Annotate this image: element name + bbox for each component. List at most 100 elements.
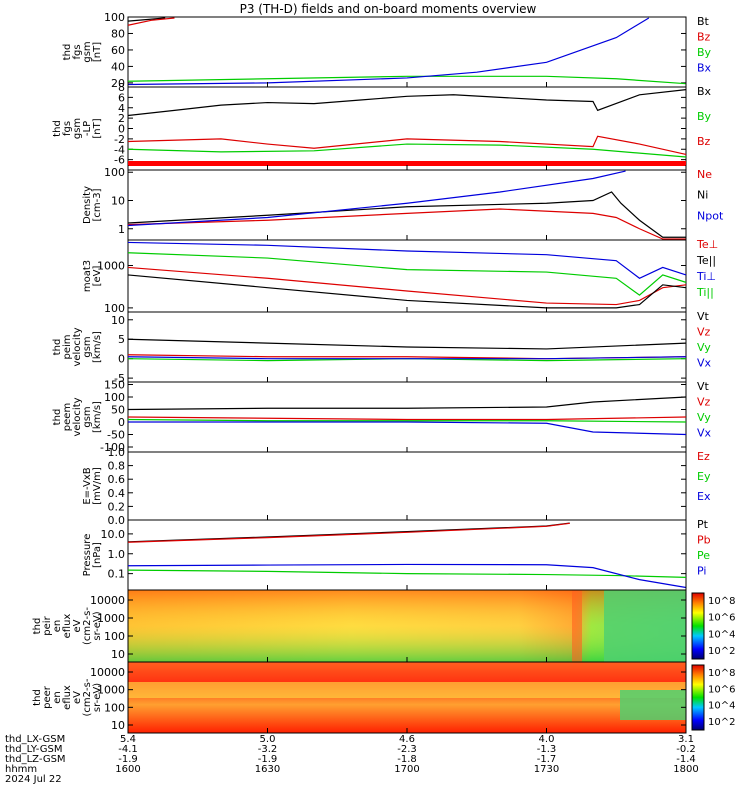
colorbar xyxy=(691,592,705,660)
x-tick-label: -1.9 xyxy=(258,754,278,765)
series-line-Te⊥ xyxy=(127,266,687,306)
y-axis-label: thd xyxy=(52,339,63,356)
series-line-Bt xyxy=(127,17,166,22)
legend-label: By xyxy=(697,110,712,123)
x-tick-label: -3.2 xyxy=(258,744,278,755)
y-axis-label: [nPa] xyxy=(92,542,103,568)
legend-label: Te|| xyxy=(696,254,716,267)
y-axis-label: en xyxy=(52,620,63,633)
series-line-Bz xyxy=(127,17,175,26)
panel-frame xyxy=(127,86,687,171)
y-tick-label: 100 xyxy=(104,166,125,179)
y-axis-label: (cm2-s- xyxy=(82,678,93,716)
legend-label: Vx xyxy=(697,427,712,440)
red-flag-bar xyxy=(128,161,686,166)
y-axis-label: peir xyxy=(42,615,53,635)
y-tick-label: 8 xyxy=(118,81,125,94)
legend-label: Bz xyxy=(697,135,711,148)
series-line-Vy xyxy=(127,418,687,423)
y-tick-label: 80 xyxy=(111,27,125,40)
panel-9: 10^8 10^6 10^4 10^2 10000 1000 100 10 thd peir en e… xyxy=(32,589,735,663)
series-line-Vx xyxy=(128,421,687,436)
legend-label: Npot xyxy=(697,209,724,222)
x-tick-label: 3.1 xyxy=(678,734,694,745)
x-tick-label: 1600 xyxy=(115,764,140,775)
colorbar-tick-label: 10^6 xyxy=(708,684,735,695)
y-axis-label: [nT] xyxy=(92,118,103,138)
legend-label: Vy xyxy=(697,411,711,424)
legend-label: Ey xyxy=(697,470,711,483)
y-tick-label: 0.6 xyxy=(108,473,126,486)
legend-label: Bt xyxy=(697,15,710,28)
y-axis-label: thd xyxy=(32,618,43,635)
y-axis-label: eflux xyxy=(62,685,73,710)
y-tick-label: 20 xyxy=(111,77,125,90)
y-tick-label: 100 xyxy=(104,302,125,315)
x-tick-label: -1.7 xyxy=(537,754,557,765)
panel-frame xyxy=(127,381,687,453)
series-line-Ne xyxy=(127,208,686,240)
y-axis-label: sr-eV) xyxy=(92,611,103,640)
x-tick-label: -1.4 xyxy=(676,754,696,765)
x-tick-label: 4.6 xyxy=(399,734,415,745)
x-tick-label: 5.0 xyxy=(260,734,276,745)
y-tick-label: 10 xyxy=(111,719,125,732)
y-axis-label: thd xyxy=(52,120,63,137)
y-tick-label: -100 xyxy=(100,441,125,454)
y-tick-label: 0 xyxy=(118,416,125,429)
y-axis-label: en xyxy=(52,691,63,704)
y-axis-label: [km/s] xyxy=(92,331,103,363)
x-tick-label: -0.2 xyxy=(676,744,696,755)
y-tick-label: 100 xyxy=(104,391,125,404)
y-tick-label: 100 xyxy=(104,11,125,24)
y-tick-label: 0.0 xyxy=(108,514,126,527)
y-axis-label: Pressure xyxy=(82,534,93,577)
series-line-Te|| xyxy=(127,274,687,309)
y-tick-label: 1.0 xyxy=(108,446,126,459)
y-axis-label: peer xyxy=(42,685,53,709)
y-tick-label: 100 xyxy=(104,701,125,714)
y-tick-label: 50 xyxy=(111,404,125,417)
legend-label: Vt xyxy=(697,380,710,393)
x-tick-label: 5.4 xyxy=(120,734,136,745)
y-axis-label: eV xyxy=(72,691,83,704)
y-tick-label: -50 xyxy=(107,429,125,442)
panel-frame xyxy=(127,519,687,591)
y-tick-label: 1.0 xyxy=(108,548,126,561)
y-tick-label: -4 xyxy=(114,143,125,156)
y-tick-label: 2 xyxy=(118,112,125,125)
y-tick-label: 1000 xyxy=(97,612,125,625)
colorbar-tick-label: 10^8 xyxy=(708,668,735,679)
y-axis-label: fgs xyxy=(62,121,73,136)
series-line-Bx xyxy=(127,17,650,86)
figure-title: P3 (TH-D) fields and on-board moments ov… xyxy=(240,2,537,16)
y-axis-label: [nT] xyxy=(92,42,103,62)
x-tick-label: -1.3 xyxy=(537,744,557,755)
y-axis-label: [eV] xyxy=(92,266,103,287)
panel-frame xyxy=(127,451,687,521)
y-tick-label: 0.4 xyxy=(108,487,126,500)
series-line-By xyxy=(127,75,687,85)
panel-7: 1.00.80.60.40.20.0 E=-VxB [mV/m] Ez Ey Ex xyxy=(82,446,711,527)
y-tick-label: 150 xyxy=(104,379,125,392)
series-line-Ni xyxy=(127,191,686,238)
y-axis-label: thd xyxy=(62,44,73,61)
y-tick-label: 0 xyxy=(118,123,125,136)
series-line-Pe xyxy=(127,569,687,578)
panel-1: 100 80 60 40 20 thd fgs gsm [nT] Bt Bz By Bx xyxy=(62,11,712,90)
y-tick-label: 10 xyxy=(111,194,125,207)
y-tick-label: 10 xyxy=(111,648,125,661)
y-axis-label: fgs xyxy=(72,44,83,59)
x-tick-label: -2.3 xyxy=(397,744,417,755)
y-tick-label: 0.2 xyxy=(108,500,126,513)
y-tick-label: 0.1 xyxy=(108,568,126,581)
legend-label: Vt xyxy=(697,310,710,323)
panel-4: 1000 100 moat3 [eV] Te⊥ Te|| Ti⊥ Ti|| xyxy=(82,238,718,315)
y-tick-label: 10.0 xyxy=(101,528,126,541)
colorbar-tick-label: 10^4 xyxy=(708,629,735,640)
panel-10: 10^8 10^6 10^4 10^2 10000 1000 100 10 thd peer en e… xyxy=(32,661,735,734)
legend-label: Vz xyxy=(697,396,711,409)
legend-label: Ne xyxy=(697,168,712,181)
